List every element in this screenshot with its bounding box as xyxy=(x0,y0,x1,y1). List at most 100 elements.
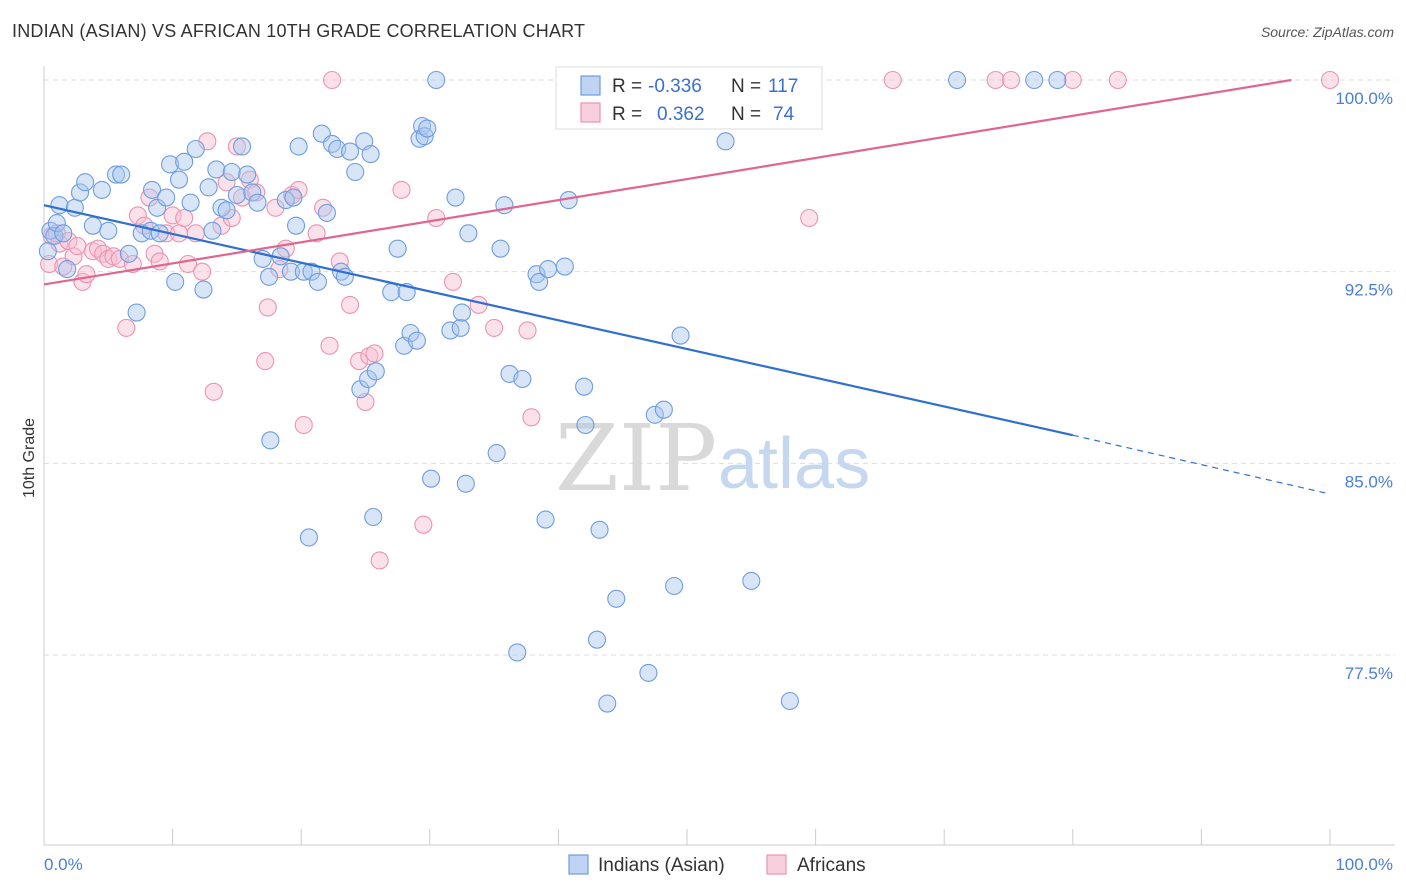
africans-point xyxy=(485,318,504,337)
africans-point xyxy=(320,336,339,355)
africans-point xyxy=(518,321,537,340)
watermark-atlas: atlas xyxy=(718,424,870,504)
y-tick-label: 100.0% xyxy=(1335,89,1393,108)
indians-point xyxy=(1048,70,1067,90)
y-axis-title: 10th Grade xyxy=(21,418,38,498)
africans-point xyxy=(469,295,488,314)
indians-point xyxy=(248,193,267,212)
africans-point xyxy=(1002,70,1021,90)
indians-point xyxy=(418,119,437,138)
indians-point xyxy=(576,415,595,435)
indians-point xyxy=(452,303,472,322)
indians-point xyxy=(742,571,761,590)
legend-n-value-pink: 74 xyxy=(773,104,795,125)
indians-point xyxy=(106,165,126,184)
africans-points xyxy=(40,70,1340,570)
indians-point xyxy=(530,272,549,291)
watermark-zip: ZIP xyxy=(555,405,717,512)
africans-point xyxy=(193,262,212,281)
africans-point xyxy=(217,173,236,192)
indians-point xyxy=(92,180,111,199)
indians-point xyxy=(287,216,306,235)
indians-point xyxy=(112,165,131,184)
africans-point xyxy=(266,198,285,217)
africans-point xyxy=(256,352,275,371)
indians-point xyxy=(948,70,967,90)
indians-point xyxy=(508,643,527,662)
indians-point xyxy=(587,630,607,649)
africans-point xyxy=(800,208,819,228)
bottom-legend-swatch-blue xyxy=(568,854,589,875)
africans-point xyxy=(522,408,541,427)
indians-point xyxy=(346,162,365,182)
indians-point xyxy=(54,224,73,243)
africans-point xyxy=(94,244,113,263)
indians-point xyxy=(382,283,401,302)
indians-point xyxy=(459,224,478,243)
legend-swatch-pink xyxy=(580,102,601,123)
indians-point xyxy=(181,193,200,212)
indians-point xyxy=(127,303,146,322)
indians-point xyxy=(341,142,360,161)
indians-point xyxy=(284,188,303,207)
indians-point xyxy=(203,221,222,240)
indians-point xyxy=(212,198,231,217)
africans-point xyxy=(365,344,384,363)
indians-point xyxy=(361,145,380,164)
indians-point xyxy=(227,185,246,205)
indians-point xyxy=(351,380,370,399)
indians-point xyxy=(359,369,378,389)
grid-lines xyxy=(44,79,1395,656)
africans-point xyxy=(83,242,102,261)
axes xyxy=(43,66,1395,846)
indians-point xyxy=(366,362,385,381)
indians-point xyxy=(639,663,658,682)
indians-point xyxy=(654,400,673,419)
indians-point xyxy=(148,198,167,217)
indians-point xyxy=(441,321,460,340)
indians-point xyxy=(76,173,95,192)
indians-point xyxy=(665,576,684,596)
indians-trend-line xyxy=(43,204,1074,437)
legend-r-label: R = xyxy=(612,76,642,97)
indians-point xyxy=(456,474,475,493)
x-tick-labels: 0.0% 100.0% xyxy=(44,855,1393,874)
indians-point xyxy=(536,510,555,529)
indians-point xyxy=(446,188,465,207)
africans-point xyxy=(1108,70,1127,90)
indians-point xyxy=(142,180,162,199)
africans-point xyxy=(227,137,246,156)
indians-point xyxy=(83,216,102,235)
africans-point xyxy=(258,298,277,317)
indians-point xyxy=(70,183,90,202)
indians-point xyxy=(119,244,138,263)
indians-point xyxy=(289,137,308,156)
indians-point xyxy=(388,239,407,258)
indians-point xyxy=(194,280,213,299)
indians-point xyxy=(38,242,57,261)
watermark: ZIP atlas xyxy=(555,405,870,512)
indians-point xyxy=(407,331,426,350)
indians-point xyxy=(671,326,690,345)
indians-point xyxy=(539,260,558,279)
indians-point xyxy=(645,405,664,424)
africans-point xyxy=(414,515,433,534)
indians-point xyxy=(166,272,185,291)
y-tick-labels: 77.5% 85.0% 92.5% 100.0% xyxy=(1335,89,1393,683)
africans-point xyxy=(360,346,379,366)
africans-point xyxy=(68,237,87,256)
africans-point xyxy=(427,208,446,228)
africans-point xyxy=(117,318,136,337)
indians-point xyxy=(207,160,226,179)
indians-point xyxy=(487,444,506,463)
africans-point xyxy=(370,551,389,570)
trend-lines xyxy=(43,78,1331,495)
y-tick-label: 92.5% xyxy=(1345,281,1393,300)
indians-point xyxy=(259,267,279,286)
chart-title: INDIAN (ASIAN) VS AFRICAN 10TH GRADE COR… xyxy=(12,21,586,41)
indians-point xyxy=(590,520,609,539)
chart-source: Source: ZipAtlas.com xyxy=(1260,24,1394,40)
indians-points xyxy=(38,70,1067,713)
indians-point xyxy=(401,323,420,343)
bottom-legend-swatch-pink xyxy=(766,854,787,875)
